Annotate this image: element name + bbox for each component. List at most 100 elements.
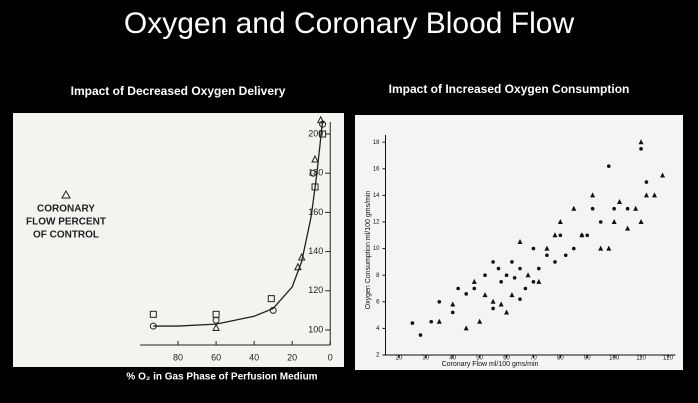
triangle-point [643,192,649,198]
x-tick-label: 30 [423,356,430,362]
triangle-point [625,225,631,231]
x-tick-label: 40 [249,352,259,362]
dot-point [612,206,616,211]
triangle-point [477,318,483,324]
x-tick-label: 80 [173,352,183,362]
dot-point [558,233,563,238]
x-axis-label: Coronary Flow ml/100 gms/min [442,361,539,368]
x-tick-label: 0 [328,352,333,362]
y-tick-label: 4 [376,326,380,332]
square-point [267,295,275,303]
dot-point [491,260,495,264]
y-tick-label: 14 [373,193,380,199]
dot-point [590,206,595,211]
slide-title: Oxygen and Coronary Blood Flow [124,7,575,40]
triangle-point [652,192,657,198]
triangle-point [490,298,496,304]
dot-point [464,292,469,296]
triangle-point [450,301,456,307]
triangle-point [471,278,477,284]
circle-point [269,306,277,314]
dot-point [523,286,528,291]
fit-curve [153,120,324,327]
triangle-point [590,192,596,198]
triangle-point [525,272,531,278]
x-tick-label: 100 [609,356,620,362]
y-tick-label: 160 [308,207,323,217]
dot-point [553,260,557,264]
y-tick-label: 2 [376,353,380,359]
y-tick-label: 10 [373,246,380,252]
triangle-point [638,219,644,224]
dot-point [512,276,517,280]
x-tick-label: 20 [287,352,297,362]
x-tick-label: 60 [503,356,510,362]
y-tick-label: 8 [376,273,380,279]
x-tick-label: 60 [211,352,221,362]
circle-point [212,316,220,324]
triangle-point [463,325,469,331]
triangle-point [482,292,488,298]
left-panel [13,113,344,367]
y-tick-label: 12 [373,220,380,226]
dot-point [598,220,603,224]
dot-point [531,246,536,251]
square-point [149,310,157,318]
square-point [319,130,327,138]
dot-point [531,280,536,284]
x-tick-label: 80 [557,356,564,362]
triangle-point [311,154,319,163]
triangle-point [557,219,563,224]
triangle-point [617,199,623,205]
triangle-point [536,278,542,284]
triangle-point [316,115,325,124]
triangle-point [504,309,510,315]
x-tick-label: 50 [476,356,483,362]
y-axis-label: CORONARY [37,204,95,215]
x-axis-label: % O₂ in Gas Phase of Perfusion Medium [126,372,317,383]
dot-point [518,297,522,301]
x-tick-label: 110 [636,356,646,362]
x-tick-label: 20 [396,356,403,362]
y-tick-label: 16 [373,166,380,172]
triangle-point [579,232,585,238]
y-tick-label: 120 [308,285,323,295]
x-tick-label: 40 [449,356,456,362]
dot-point [625,206,630,211]
triangle-point [544,245,550,251]
triangle-point [611,219,617,224]
y-tick-label: 6 [376,299,380,305]
triangle-point [517,238,523,244]
dot-point [450,310,455,315]
dot-point [644,180,649,184]
dot-point [510,260,514,264]
chart-title: Impact of Increased Oxygen Consumption [389,82,630,96]
dot-point [504,273,509,278]
dot-point [563,253,568,258]
y-axis-label: OF CONTROL [33,230,99,241]
triangle-point [212,323,220,332]
triangle-point [552,232,558,238]
triangle-point [498,301,504,307]
dot-point [606,164,611,168]
legend-triangle [61,189,71,199]
x-tick-label: 70 [530,356,537,362]
chart-title: Impact of Decreased Oxygen Delivery [71,84,286,98]
y-tick-label: 100 [308,324,323,334]
triangle-point [638,139,644,145]
triangle-point [606,245,612,251]
dot-point [491,306,495,311]
dot-point [456,286,460,291]
circle-point [309,169,317,177]
triangle-point [436,318,442,324]
x-tick-label: 90 [584,356,591,362]
dot-point [429,319,434,324]
y-axis-label: FLOW PERCENT [26,217,106,228]
x-tick-label: 120 [663,356,674,362]
dot-point [639,147,643,151]
triangle-point [509,292,515,298]
dot-point [585,233,590,238]
dot-point [483,273,487,278]
dot-point [437,300,442,304]
